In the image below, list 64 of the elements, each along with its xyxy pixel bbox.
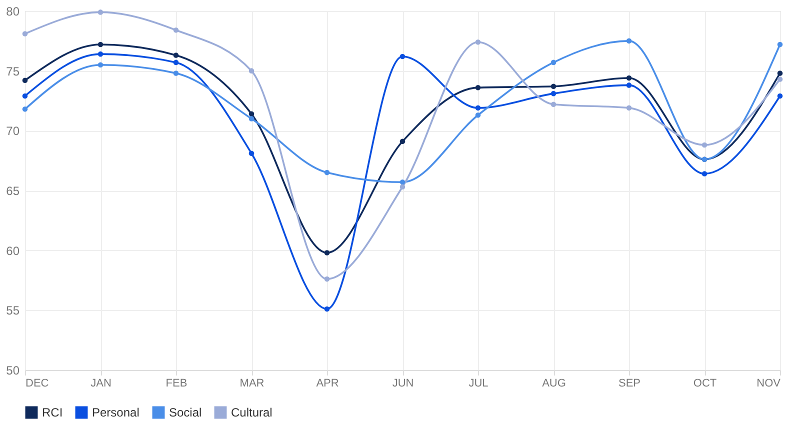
point (324, 170, 330, 176)
point (98, 42, 104, 48)
point (22, 78, 28, 84)
point (248, 111, 254, 117)
point (777, 42, 783, 48)
point (248, 116, 254, 122)
point (98, 62, 104, 68)
y-tick-label: 75 (6, 64, 20, 78)
legend-label: Personal (92, 406, 140, 420)
x-tick-label: FEB (166, 378, 188, 390)
point (400, 54, 406, 60)
point (98, 51, 104, 57)
x-tick-label: JAN (90, 378, 112, 390)
point (777, 93, 783, 99)
x-tick-label: NOV (756, 378, 782, 390)
point (550, 102, 556, 107)
point (248, 150, 254, 156)
point (550, 60, 556, 66)
point (475, 39, 481, 45)
point (475, 84, 481, 90)
point (777, 76, 783, 82)
x-tick-label: APR (316, 378, 339, 390)
point (550, 90, 556, 96)
x-tick-label: OCT (693, 378, 717, 390)
y-tick-label: 70 (6, 124, 20, 138)
y-tick-label: 50 (6, 364, 20, 378)
y-tick-label: 65 (6, 184, 20, 198)
legend-label: RCI (42, 406, 63, 420)
y-tick-label: 60 (6, 244, 20, 258)
point (475, 112, 481, 118)
point (173, 52, 179, 58)
point (324, 276, 330, 282)
point (248, 68, 254, 74)
point (400, 138, 406, 144)
x-tick-label: JUN (392, 378, 414, 390)
point (550, 84, 556, 90)
point (173, 60, 179, 66)
y-tick-label: 80 (6, 4, 20, 18)
x-tick-label: DEC (26, 378, 49, 390)
point (324, 250, 330, 256)
point (22, 93, 28, 99)
x-tick-label: MAR (240, 378, 264, 390)
x-tick-label: JUL (468, 378, 488, 390)
point (324, 306, 330, 312)
point (777, 70, 783, 76)
point (702, 171, 708, 176)
point (22, 106, 28, 112)
point (626, 75, 632, 81)
point (173, 70, 179, 76)
legend-label: Social (169, 406, 202, 420)
point (626, 82, 632, 88)
point (475, 105, 481, 111)
y-tick-label: 55 (6, 304, 20, 318)
point (173, 28, 179, 33)
point (98, 10, 104, 15)
point (22, 31, 28, 36)
x-tick-label: SEP (618, 378, 641, 390)
legend-label: Cultural (231, 406, 272, 420)
point (400, 179, 406, 185)
point (702, 142, 708, 148)
x-tick-label: AUG (542, 378, 566, 390)
point (626, 38, 632, 44)
point (626, 105, 632, 111)
point (400, 184, 406, 190)
